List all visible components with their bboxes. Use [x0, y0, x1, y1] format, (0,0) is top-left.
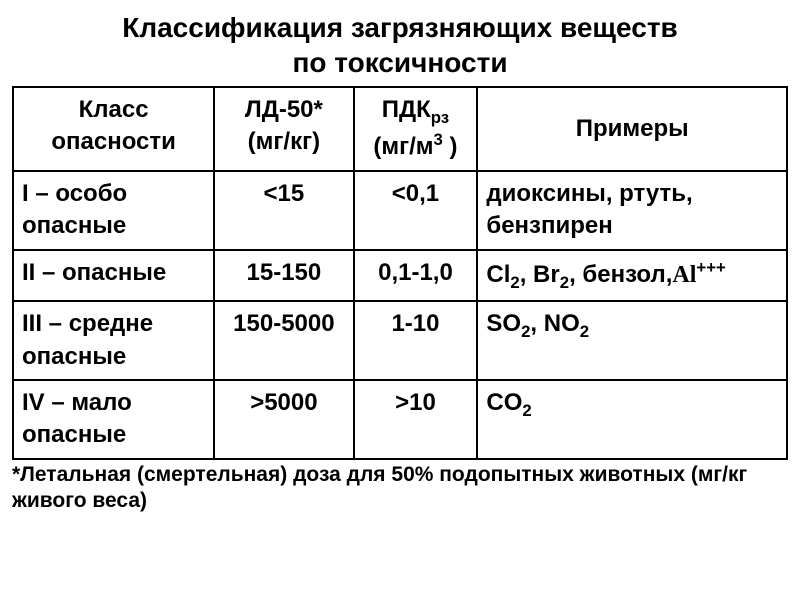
cell-pdk: >10 [354, 380, 478, 459]
cell-ld50: 15-150 [214, 250, 353, 301]
cell-examples: SO2, NO2 [477, 301, 787, 380]
cell-examples: диоксины, ртуть, бензпирен [477, 171, 787, 250]
cell-class: II – опасные [13, 250, 214, 301]
cell-pdk: 1-10 [354, 301, 478, 380]
col-header-ld50-l2: (мг/кг) [248, 128, 320, 155]
footnote: *Летальная (смертельная) доза для 50% по… [12, 462, 788, 515]
col-header-class-l2: опасности [51, 128, 176, 155]
cell-pdk: <0,1 [354, 171, 478, 250]
col-header-ld50-l1: ЛД-50* [245, 96, 323, 123]
cell-ld50: <15 [214, 171, 353, 250]
table-row: II – опасные15-1500,1-1,0Cl2, Br2, бензо… [13, 250, 787, 301]
col-header-ld50: ЛД-50* (мг/кг) [214, 87, 353, 171]
col-header-pdk-unit-post: ) [443, 133, 458, 160]
col-header-pdk-pre: ПДК [382, 96, 431, 123]
table-row: I – особоопасные<15<0,1диоксины, ртуть, … [13, 171, 787, 250]
page-title: Классификация загрязняющих веществ по то… [12, 10, 788, 80]
footnote-line-1: *Летальная (смертельная) доза для 50% по… [12, 463, 747, 486]
table-body: I – особоопасные<15<0,1диоксины, ртуть, … [13, 171, 787, 459]
col-header-pdk-sub: рз [431, 108, 449, 127]
col-header-pdk: ПДКрз (мг/м3 ) [354, 87, 478, 171]
title-line-1: Классификация загрязняющих веществ [122, 12, 678, 43]
cell-examples: CO2 [477, 380, 787, 459]
footnote-line-2: живого веса) [12, 489, 147, 512]
col-header-pdk-unit-pre: (мг/м [373, 133, 433, 160]
cell-examples: Cl2, Br2, бензол,Al+++ [477, 250, 787, 301]
col-header-pdk-unit-sup: 3 [434, 130, 443, 149]
cell-class: IV – малоопасные [13, 380, 214, 459]
table-row: III – среднеопасные150-50001-10SO2, NO2 [13, 301, 787, 380]
col-header-class-l1: Класс [79, 96, 149, 123]
toxicity-table: Класс опасности ЛД-50* (мг/кг) ПДКрз (мг… [12, 86, 788, 460]
cell-class: I – особоопасные [13, 171, 214, 250]
table-header-row: Класс опасности ЛД-50* (мг/кг) ПДКрз (мг… [13, 87, 787, 171]
cell-class: III – среднеопасные [13, 301, 214, 380]
cell-pdk: 0,1-1,0 [354, 250, 478, 301]
title-line-2: по токсичности [292, 47, 507, 78]
col-header-examples: Примеры [477, 87, 787, 171]
table-row: IV – малоопасные>5000>10CO2 [13, 380, 787, 459]
cell-ld50: 150-5000 [214, 301, 353, 380]
col-header-examples-text: Примеры [576, 115, 689, 142]
col-header-class: Класс опасности [13, 87, 214, 171]
cell-ld50: >5000 [214, 380, 353, 459]
